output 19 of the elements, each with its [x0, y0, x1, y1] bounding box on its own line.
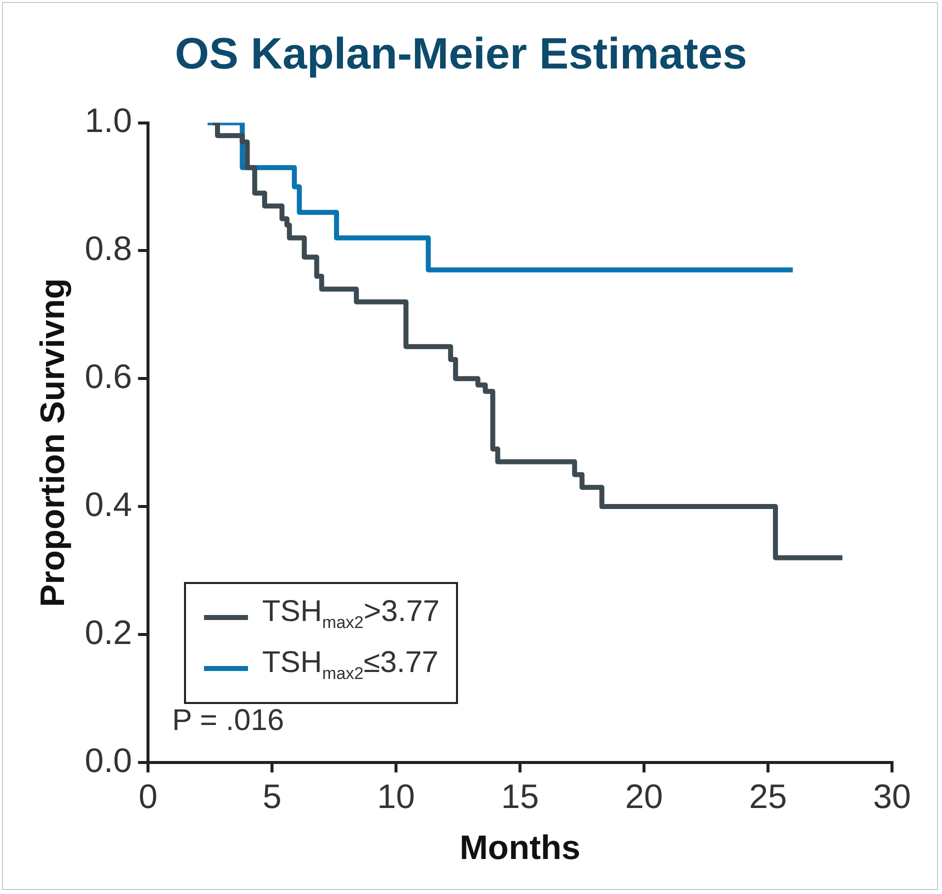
annotation: P = .016	[172, 704, 284, 738]
x-tick-label: 25	[749, 778, 787, 816]
x-tick-label: 15	[501, 778, 539, 816]
y-tick-label: 1.0	[84, 102, 132, 140]
legend-label: TSH$_{max2}$≤3.77	[262, 645, 438, 686]
x-axis-title: Months	[460, 828, 580, 867]
x-tick-label: 20	[625, 778, 663, 816]
chart-title: OS Kaplan-Meier Estimates	[174, 30, 748, 79]
y-tick-label: 0.8	[84, 230, 132, 268]
y-axis-title: Proportion Survivng	[34, 278, 72, 607]
x-tick-label: 30	[873, 778, 911, 816]
x-tick-label: 5	[262, 778, 282, 816]
y-tick-label: 0.0	[84, 742, 132, 780]
y-tick-label: 0.6	[84, 358, 132, 396]
x-tick-label: 10	[377, 778, 415, 816]
legend-label: TSH$_{max2}$>3.77	[262, 594, 440, 634]
y-tick-label: 0.4	[84, 486, 132, 524]
x-tick-label: 0	[138, 778, 158, 816]
y-tick-label: 0.2	[84, 614, 132, 652]
